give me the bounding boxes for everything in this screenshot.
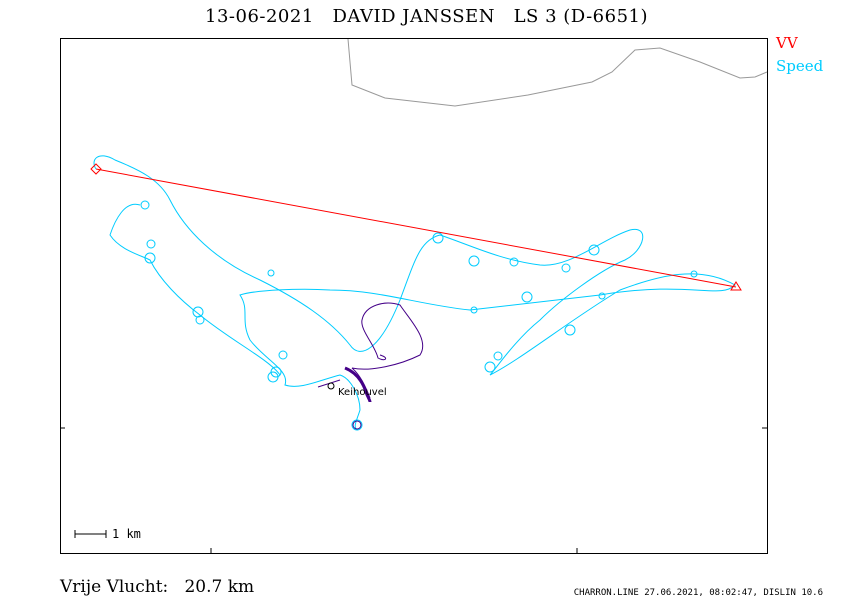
legend-vv: VV: [776, 34, 798, 52]
credits: CHARRON.LINE 27.06.2021, 08:02:47, DISLI…: [573, 588, 823, 598]
legend-speed: Speed: [776, 57, 824, 75]
plot-frame: [60, 38, 768, 554]
vv-line: [95, 168, 737, 288]
airfield-marker: [327, 382, 335, 390]
page-title: 13-06-2021 DAVID JANSSEN LS 3 (D-6651): [205, 6, 648, 27]
thermal-circles: [140, 200, 698, 431]
start-track: [351, 302, 424, 399]
start-track: [344, 366, 372, 403]
vv-start-marker: [90, 163, 102, 175]
flight-track: [109, 203, 281, 376]
vv-end-marker: [730, 281, 742, 291]
scale-bar: [74, 530, 107, 538]
free-flight-distance: Vrije Vlucht: 20.7 km: [60, 577, 255, 597]
flight-track: [93, 155, 736, 431]
scale-label: 1 km: [112, 527, 141, 541]
coastline: [347, 38, 768, 107]
airfield-label: Keihouvel: [338, 387, 387, 398]
start-track: [352, 420, 362, 430]
